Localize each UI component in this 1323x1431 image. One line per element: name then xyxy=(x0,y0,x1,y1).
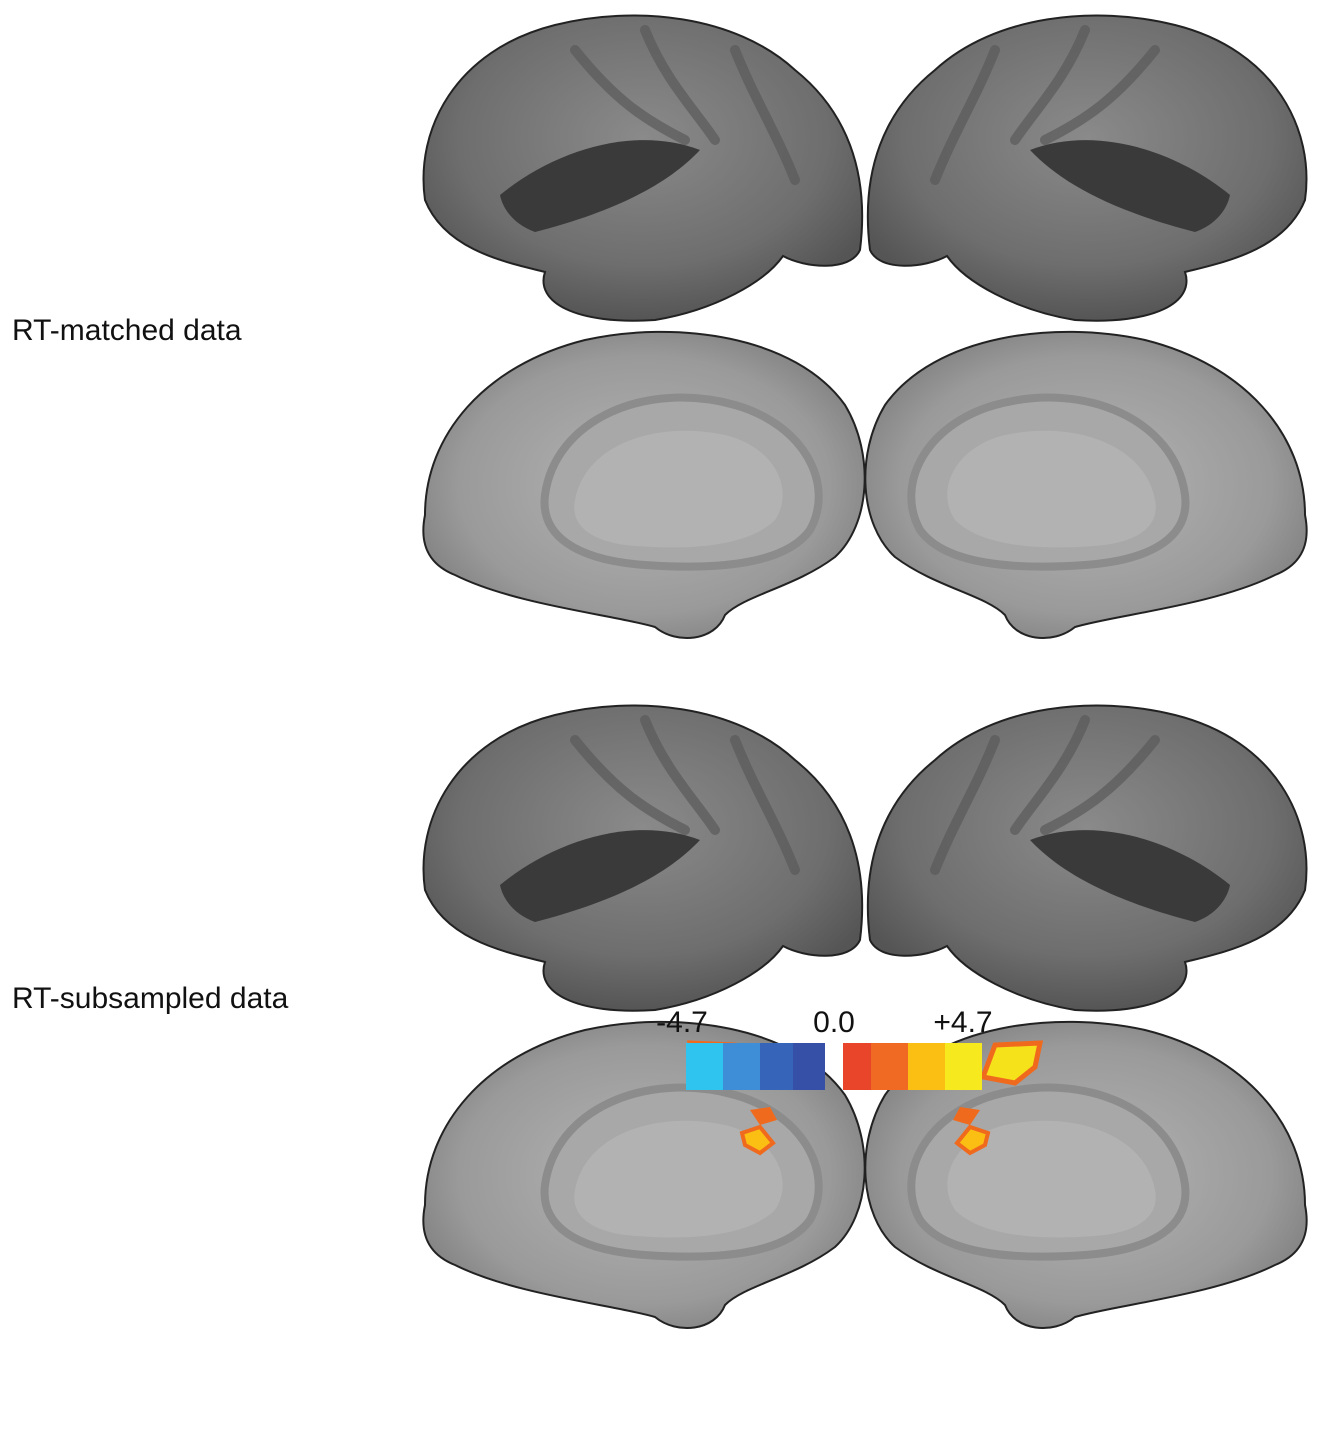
swatch xyxy=(793,1043,825,1090)
colorbar: -4.7 0.0 +4.7 xyxy=(656,1006,992,1090)
colorbar-label: +4.7 xyxy=(933,1006,992,1039)
page: RT-matched data RT-subsampled data -4.7 … xyxy=(0,0,1323,1426)
swatch xyxy=(723,1043,760,1090)
brain-lateral xyxy=(424,705,863,1010)
panel-label: RT-matched data xyxy=(12,314,242,347)
brain-medial xyxy=(865,332,1306,638)
brain-lateral xyxy=(868,15,1307,320)
colorbar-label: -4.7 xyxy=(656,1006,708,1039)
swatch xyxy=(843,1043,871,1090)
swatch xyxy=(908,1043,945,1090)
swatch xyxy=(871,1043,908,1090)
swatch xyxy=(760,1043,793,1090)
colorbar-label: 0.0 xyxy=(813,1006,855,1039)
brain-lateral xyxy=(868,705,1307,1010)
figure: RT-matched data RT-subsampled data -4.7 … xyxy=(0,0,1323,1426)
brain-lateral xyxy=(424,15,863,320)
swatch xyxy=(945,1043,982,1090)
brain-medial xyxy=(423,332,864,638)
swatch xyxy=(686,1043,723,1090)
panel-label: RT-subsampled data xyxy=(12,982,289,1015)
